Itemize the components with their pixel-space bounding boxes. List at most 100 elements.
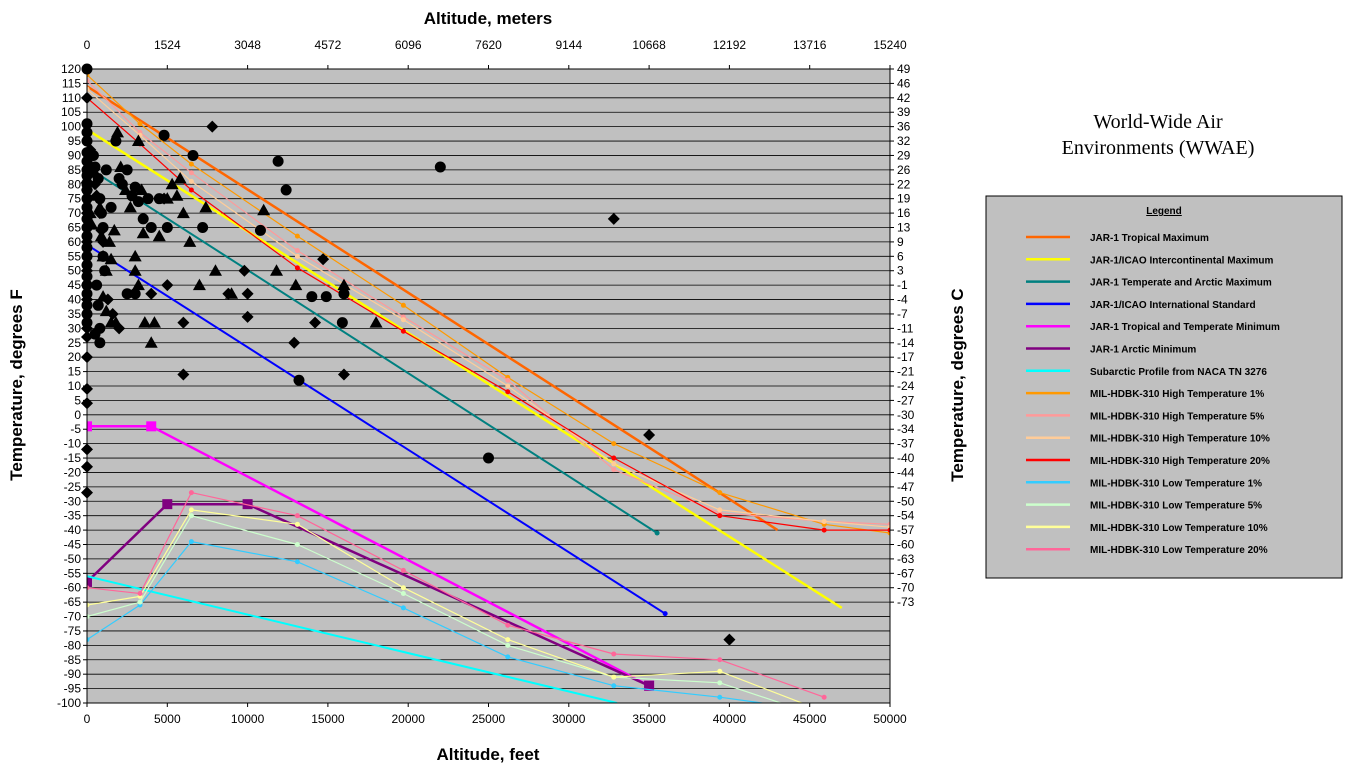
scatter-triangle (208, 264, 222, 276)
scatter-circle (161, 222, 173, 233)
series-marker (717, 668, 723, 674)
x2-axis-title: Altitude, meters (424, 9, 552, 28)
legend-label: JAR-1/ICAO International Standard (1090, 300, 1256, 311)
y2-tick-label: -30 (897, 408, 915, 422)
y-tick-label: 80 (68, 177, 82, 191)
y-tick-label: 30 (68, 321, 82, 335)
y2-tick-label: 42 (897, 91, 911, 105)
series-marker (188, 513, 194, 519)
y2-tick-label: -67 (897, 566, 915, 580)
series-marker (654, 530, 660, 536)
y-tick-label: 75 (68, 192, 82, 206)
y2-tick-label: -60 (897, 538, 915, 552)
scatter-diamond (309, 316, 322, 329)
series-marker (87, 421, 92, 432)
series-marker (188, 161, 194, 167)
scatter-circle (105, 201, 117, 213)
series-marker (717, 507, 723, 513)
series-marker (400, 328, 406, 334)
x2-tick-label: 7620 (475, 38, 502, 52)
y2-tick-label: 32 (897, 134, 911, 148)
series-marker (188, 170, 194, 176)
series-marker (87, 614, 90, 620)
y-tick-label: 105 (61, 105, 81, 119)
series-marker (611, 651, 617, 657)
scatter-circle (110, 135, 122, 147)
y2-tick-label: -11 (897, 321, 914, 335)
scatter-triangle (131, 278, 145, 291)
y-tick-label: 110 (62, 91, 81, 105)
legend-label: MIL-HDBK-310 High Temperature 20% (1090, 456, 1270, 467)
scatter-diamond (97, 235, 110, 248)
legend-label: JAR-1/ICAO Intercontinental Maximum (1090, 255, 1273, 266)
y2-tick-label: 39 (897, 105, 911, 119)
x-tick-label: 15000 (311, 712, 345, 726)
y2-axis-ticks: 494642393632292622191613963-1-4-7-11-14-… (890, 62, 915, 609)
scatter-triangle (270, 264, 284, 276)
scatter-triangle (147, 316, 161, 328)
scatter-triangle (257, 203, 271, 216)
scatter-circle (293, 374, 305, 386)
y-tick-label: -95 (64, 682, 82, 696)
scatter-diamond (158, 192, 171, 205)
y2-tick-label: 46 (897, 76, 911, 90)
legend-label: Subarctic Profile from NACA TN 3276 (1090, 367, 1267, 378)
scatter-circle (306, 291, 318, 303)
y2-tick-label: 3 (897, 264, 904, 278)
scatter-triangle (183, 235, 197, 247)
side-title-line-2: Environments (WWAE) (1062, 137, 1255, 159)
series-marker (294, 559, 300, 565)
scatter-circle (91, 279, 103, 291)
legend-label: MIL-HDBK-310 Low Temperature 10% (1090, 523, 1268, 534)
y-tick-label: -60 (64, 581, 82, 595)
y-tick-label: -5 (70, 422, 81, 436)
scatter-diamond (241, 310, 254, 323)
scatter-triangle (96, 249, 110, 262)
series-marker (294, 233, 300, 239)
legend-label: MIL-HDBK-310 High Temperature 10% (1090, 434, 1270, 445)
series-marker (400, 302, 406, 308)
scatter-circle (280, 184, 292, 196)
series-marker (188, 507, 194, 513)
series-marker (294, 265, 300, 271)
y-tick-label: 120 (61, 62, 81, 76)
series-marker (400, 567, 406, 573)
x2-tick-label: 6096 (395, 38, 422, 52)
scatter-triangle (131, 134, 145, 147)
scatter-triangle (369, 316, 383, 328)
series-marker (505, 622, 511, 628)
scatter-triangle (170, 189, 184, 201)
y2-tick-label: -73 (897, 595, 915, 609)
series-marker (505, 383, 511, 389)
legend-box (985, 195, 1343, 579)
y2-tick-label: 16 (897, 206, 911, 220)
x2-tick-label: 15240 (873, 38, 907, 52)
y2-tick-label: 19 (897, 192, 911, 206)
scatter-diamond (93, 207, 106, 220)
scatter-triangle (138, 316, 152, 328)
series-marker (137, 121, 143, 127)
scatter-circle (338, 288, 350, 300)
y-tick-label: -75 (64, 624, 82, 638)
series-lines (87, 72, 890, 703)
series-marker (662, 611, 668, 617)
scatter-diamond (87, 163, 100, 176)
y2-tick-label: 22 (897, 177, 911, 191)
legend-label: MIL-HDBK-310 Low Temperature 5% (1090, 501, 1262, 512)
series-marker (717, 490, 723, 496)
x2-tick-label: 4572 (315, 38, 342, 52)
y-tick-label: -70 (64, 610, 82, 624)
scatter-diamond (101, 293, 114, 306)
scatter-diamond (89, 178, 102, 191)
y-tick-label: 35 (68, 307, 82, 321)
y-tick-label: 85 (68, 163, 82, 177)
x2-tick-label: 10668 (632, 38, 666, 52)
x-tick-label: 50000 (873, 712, 907, 726)
scatter-circle (94, 337, 106, 349)
scatter-triangle (107, 223, 121, 236)
scatter-triangle (199, 200, 213, 213)
series-marker (821, 694, 827, 700)
legend-label: JAR-1 Tropical and Temperate Minimum (1090, 322, 1280, 333)
scatter-triangle (144, 336, 158, 348)
y-tick-label: 20 (68, 350, 82, 364)
